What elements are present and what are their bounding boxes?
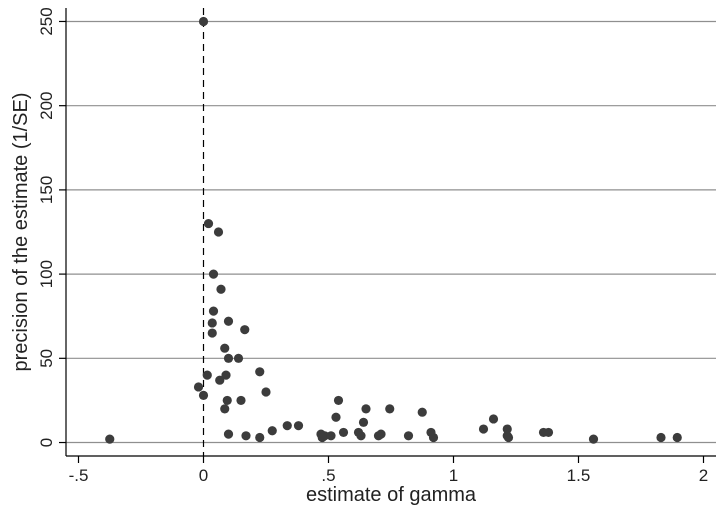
data-point — [193, 382, 204, 392]
data-point — [488, 414, 499, 424]
data-point — [198, 390, 209, 400]
data-point — [223, 429, 234, 439]
data-point — [331, 412, 341, 422]
x-tick-label: -.5 — [69, 466, 89, 485]
data-points — [105, 16, 682, 444]
data-point — [261, 387, 271, 397]
data-point — [255, 367, 265, 377]
data-point — [358, 417, 369, 427]
y-tick-label: 0 — [37, 438, 56, 447]
data-point — [233, 353, 244, 363]
data-point — [403, 431, 414, 441]
data-point — [216, 284, 226, 294]
data-point — [502, 424, 512, 434]
data-point — [385, 404, 395, 414]
data-point — [338, 427, 349, 438]
x-axis-ticks: -.5 0 .5 1 1.5 2 — [69, 456, 708, 485]
x-axis-label: estimate of gamma — [306, 484, 477, 506]
data-point — [656, 432, 666, 443]
data-point — [202, 370, 212, 380]
data-point — [356, 431, 366, 441]
data-point — [503, 432, 514, 443]
data-point — [222, 395, 232, 406]
data-point — [215, 375, 225, 385]
data-point — [317, 432, 327, 443]
data-point — [255, 432, 265, 443]
data-point — [207, 328, 217, 338]
axes — [65, 8, 716, 457]
data-point — [428, 432, 439, 443]
x-tick-label: 1 — [449, 466, 458, 485]
data-point — [543, 427, 554, 438]
x-tick-label: 1.5 — [567, 466, 591, 485]
data-point — [293, 421, 304, 431]
data-point — [326, 431, 336, 441]
data-point — [105, 434, 115, 444]
data-point — [198, 16, 209, 27]
data-point — [236, 395, 246, 406]
data-point — [207, 318, 217, 328]
grid-lines — [66, 20, 716, 444]
y-tick-label: 100 — [37, 260, 56, 288]
plot-area — [66, 8, 716, 456]
data-point — [223, 353, 234, 363]
x-tick-label: 0 — [199, 466, 208, 485]
data-point — [220, 343, 230, 353]
data-point — [361, 404, 371, 414]
data-point — [417, 407, 427, 417]
data-point — [672, 432, 682, 443]
y-tick-label: 250 — [37, 7, 56, 35]
data-point — [223, 316, 234, 326]
data-point — [373, 431, 384, 441]
y-axis-ticks: 0 50 100 150 200 250 — [37, 7, 66, 447]
data-point — [267, 426, 277, 436]
data-point — [213, 227, 224, 237]
data-point — [220, 404, 230, 414]
data-point — [240, 325, 250, 335]
y-tick-label: 150 — [37, 176, 56, 204]
x-tick-label: .5 — [321, 466, 335, 485]
data-point — [241, 431, 251, 441]
data-point — [478, 424, 489, 434]
x-tick-label: 2 — [699, 466, 708, 485]
data-point — [208, 269, 219, 279]
data-point — [221, 370, 231, 380]
data-point — [203, 218, 214, 229]
data-point — [333, 395, 344, 406]
data-point — [588, 434, 599, 444]
y-axis-label: precision of the estimate (1/SE) — [10, 92, 32, 371]
y-tick-label: 50 — [37, 349, 56, 368]
data-point — [282, 421, 292, 431]
y-tick-label: 200 — [37, 91, 56, 119]
data-point — [208, 306, 219, 316]
